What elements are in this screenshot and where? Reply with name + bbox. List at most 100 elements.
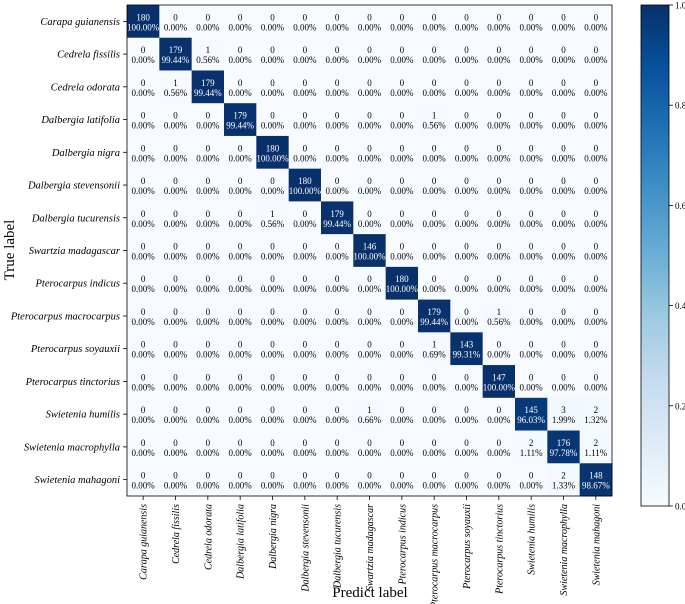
y-tick-label: Dalbergia latifolia <box>40 115 120 126</box>
cell-percent: 0.00% <box>132 219 156 229</box>
cell-percent: 0.00% <box>326 415 350 425</box>
cell-count: 0 <box>594 143 599 153</box>
cell-percent: 0.00% <box>520 317 544 327</box>
cell-percent: 0.00% <box>196 219 220 229</box>
cell-count: 0 <box>497 176 502 186</box>
x-tick-label: Cedrela odorata <box>203 504 214 570</box>
matrix-cell <box>515 135 548 170</box>
cell-percent: 1.11% <box>520 448 543 458</box>
matrix-cell <box>579 430 613 464</box>
matrix-cell <box>482 135 516 170</box>
cell-count: 1 <box>367 405 372 415</box>
cell-count: 0 <box>303 242 308 252</box>
cell-count: 0 <box>206 372 211 382</box>
cell-percent: 0.00% <box>164 219 188 229</box>
cell-count: 0 <box>464 242 469 252</box>
x-tick-labels: Carapa guianensis Cedrela fissilis Cedrela… <box>139 496 602 604</box>
cell-percent: 0.00% <box>390 55 414 65</box>
cell-percent: 0.00% <box>196 252 220 262</box>
cell-percent: 0.00% <box>390 186 414 196</box>
cell-count: 0 <box>497 111 502 121</box>
cell-percent: 0.00% <box>552 153 576 163</box>
matrix-cell <box>515 397 548 431</box>
cell-percent: 0.00% <box>196 284 220 294</box>
matrix-cell <box>547 332 581 366</box>
x-tick-label: Pterocarpus macrocarpus <box>430 504 441 604</box>
cell-percent: 0.00% <box>390 121 414 131</box>
cell-percent: 0.00% <box>390 382 414 392</box>
matrix-cell <box>482 397 516 431</box>
cell-count: 0 <box>367 209 372 219</box>
y-tick-labels: Carapa guianensis Cedrela fissilis Cedrela… <box>10 17 127 486</box>
matrix-cell <box>256 397 290 431</box>
cell-count: 0 <box>594 111 599 121</box>
cell-count: 0 <box>141 242 146 252</box>
cell-count: 0 <box>238 372 243 382</box>
cell-count: 0 <box>238 176 243 186</box>
matrix-cell <box>353 103 387 137</box>
cell-percent: 0.00% <box>423 219 447 229</box>
cell-percent: 0.00% <box>293 382 317 392</box>
cell-percent: 0.00% <box>552 22 576 32</box>
cell-percent: 100.00% <box>483 382 516 392</box>
cell-count: 180 <box>266 143 280 153</box>
matrix-cell <box>159 463 193 497</box>
cell-count: 0 <box>400 340 405 350</box>
cell-percent: 0.00% <box>455 88 479 98</box>
matrix-cell <box>256 5 290 39</box>
matrix-cell <box>547 463 581 497</box>
matrix-cell <box>288 234 322 268</box>
cell-percent: 0.00% <box>164 284 188 294</box>
matrix-cell <box>515 5 548 39</box>
matrix-cell <box>482 365 516 399</box>
matrix-cell <box>418 5 451 39</box>
cell-percent: 0.00% <box>520 22 544 32</box>
cell-count: 0 <box>367 372 372 382</box>
matrix-cell <box>515 70 548 104</box>
cell-count: 0 <box>335 45 340 55</box>
cell-percent: 0.00% <box>229 415 253 425</box>
cell-percent: 0.00% <box>358 55 382 65</box>
cell-percent: 0.00% <box>390 88 414 98</box>
cell-percent: 0.00% <box>326 317 350 327</box>
cell-count: 0 <box>238 274 243 284</box>
x-tick-label: Swietenia macrophylla <box>559 504 570 596</box>
matrix-cell <box>191 5 225 39</box>
matrix-cell <box>191 397 225 431</box>
cell-count: 0 <box>594 78 599 88</box>
matrix-cell <box>482 201 516 235</box>
matrix-cell <box>127 103 160 137</box>
matrix-cell <box>288 397 322 431</box>
cell-count: 0 <box>206 340 211 350</box>
colorbar-tick-label: 0.2 <box>675 401 685 411</box>
cell-count: 0 <box>335 176 340 186</box>
cell-percent: 0.00% <box>293 121 317 131</box>
cell-count: 0 <box>400 307 405 317</box>
cell-count: 0 <box>432 78 437 88</box>
cell-count: 0 <box>270 307 275 317</box>
cell-count: 0 <box>270 12 275 22</box>
y-tick-label: Pterocarpus tinctorius <box>25 377 120 388</box>
x-tick-label: Pterocarpus soyauxii <box>462 504 473 590</box>
cell-percent: 0.00% <box>584 284 608 294</box>
cell-percent: 0.00% <box>196 186 220 196</box>
matrix-cell <box>579 70 613 104</box>
cell-percent: 0.00% <box>520 186 544 196</box>
cell-percent: 0.00% <box>261 252 285 262</box>
cell-count: 180 <box>395 274 409 284</box>
cell-count: 0 <box>173 405 178 415</box>
cell-count: 0 <box>561 12 566 22</box>
cell-percent: 0.00% <box>584 219 608 229</box>
cell-percent: 0.00% <box>552 121 576 131</box>
matrix-cell <box>127 135 160 170</box>
cell-percent: 0.00% <box>455 284 479 294</box>
cell-percent: 0.00% <box>293 88 317 98</box>
cell-percent: 0.00% <box>326 88 350 98</box>
cell-percent: 0.00% <box>358 284 382 294</box>
cell-count: 0 <box>529 12 534 22</box>
cell-count: 0 <box>400 242 405 252</box>
cell-percent: 0.00% <box>390 481 414 491</box>
matrix-cell <box>450 397 484 431</box>
cell-count: 0 <box>303 471 308 481</box>
matrix-cell <box>288 266 322 300</box>
